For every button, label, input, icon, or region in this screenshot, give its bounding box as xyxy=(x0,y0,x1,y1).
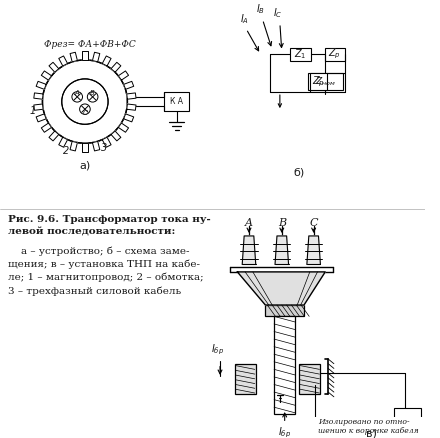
Bar xyxy=(235,364,256,394)
Polygon shape xyxy=(34,104,43,110)
Text: $I_A$: $I_A$ xyxy=(240,12,249,26)
Text: 1: 1 xyxy=(29,106,36,116)
Text: $I_{бр}$: $I_{бр}$ xyxy=(278,425,291,438)
Polygon shape xyxy=(307,236,320,265)
Polygon shape xyxy=(127,93,136,99)
Bar xyxy=(290,48,311,61)
Polygon shape xyxy=(70,141,77,151)
Text: Изолировано по отно-
шению к воронке кабеля: Изолировано по отно- шению к воронке каб… xyxy=(319,417,419,435)
Polygon shape xyxy=(118,123,128,132)
Text: Рис. 9.6. Трансформатор тока ну-
левой последовательности:: Рис. 9.6. Трансформатор тока ну- левой п… xyxy=(8,215,210,237)
Polygon shape xyxy=(124,114,134,122)
Text: в): в) xyxy=(366,428,377,438)
Text: $I_C$: $I_C$ xyxy=(273,7,283,20)
Text: $Z_р$: $Z_р$ xyxy=(312,74,325,89)
Polygon shape xyxy=(82,143,88,152)
Polygon shape xyxy=(49,131,59,141)
Polygon shape xyxy=(127,104,136,110)
Polygon shape xyxy=(92,141,100,151)
Circle shape xyxy=(72,92,83,102)
Polygon shape xyxy=(242,236,256,265)
Text: 2: 2 xyxy=(62,146,69,156)
Text: 3: 3 xyxy=(101,143,107,153)
Text: б): б) xyxy=(293,168,305,178)
Bar xyxy=(274,316,295,414)
Polygon shape xyxy=(59,56,68,66)
Bar xyxy=(299,364,320,394)
Text: A: A xyxy=(245,218,253,228)
Bar xyxy=(308,73,343,90)
Text: К А: К А xyxy=(170,97,183,106)
Circle shape xyxy=(87,92,98,102)
Text: $I_{бр}$: $I_{бр}$ xyxy=(211,343,224,357)
Polygon shape xyxy=(41,71,51,80)
Polygon shape xyxy=(70,52,77,62)
Polygon shape xyxy=(92,52,100,62)
Polygon shape xyxy=(82,51,88,60)
Polygon shape xyxy=(59,137,68,147)
Polygon shape xyxy=(36,114,46,122)
Polygon shape xyxy=(275,236,289,265)
Polygon shape xyxy=(34,93,43,99)
Polygon shape xyxy=(102,137,111,147)
Bar xyxy=(274,316,295,414)
Polygon shape xyxy=(238,272,325,305)
Bar xyxy=(394,408,421,423)
Text: $I_B$: $I_B$ xyxy=(256,3,265,17)
Bar xyxy=(325,48,345,61)
Text: $Z_{ном}$: $Z_{ном}$ xyxy=(315,75,336,88)
Polygon shape xyxy=(49,62,59,72)
Text: B: B xyxy=(90,90,95,96)
Text: C: C xyxy=(309,218,318,228)
Text: $Z_р$: $Z_р$ xyxy=(328,47,341,61)
Text: а): а) xyxy=(79,160,91,170)
Polygon shape xyxy=(118,71,128,80)
Text: Фрез= ФА+ФВ+ФС: Фрез= ФА+ФВ+ФС xyxy=(44,39,136,49)
Polygon shape xyxy=(111,131,121,141)
Bar xyxy=(265,305,304,316)
Polygon shape xyxy=(124,81,134,89)
Polygon shape xyxy=(102,56,111,66)
Polygon shape xyxy=(41,123,51,132)
Text: C: C xyxy=(82,110,88,116)
Circle shape xyxy=(43,60,128,143)
Text: а – устройство; б – схема заме-
щения; в – установка ТНП на кабе-
ле; 1 – магнит: а – устройство; б – схема заме- щения; в… xyxy=(8,246,203,296)
Text: B: B xyxy=(278,218,286,228)
Circle shape xyxy=(80,104,90,114)
Bar xyxy=(310,73,327,90)
Polygon shape xyxy=(36,81,46,89)
Text: $Z_1$: $Z_1$ xyxy=(294,47,306,61)
Text: A: A xyxy=(75,90,80,96)
Bar xyxy=(164,92,189,111)
Polygon shape xyxy=(111,62,121,72)
